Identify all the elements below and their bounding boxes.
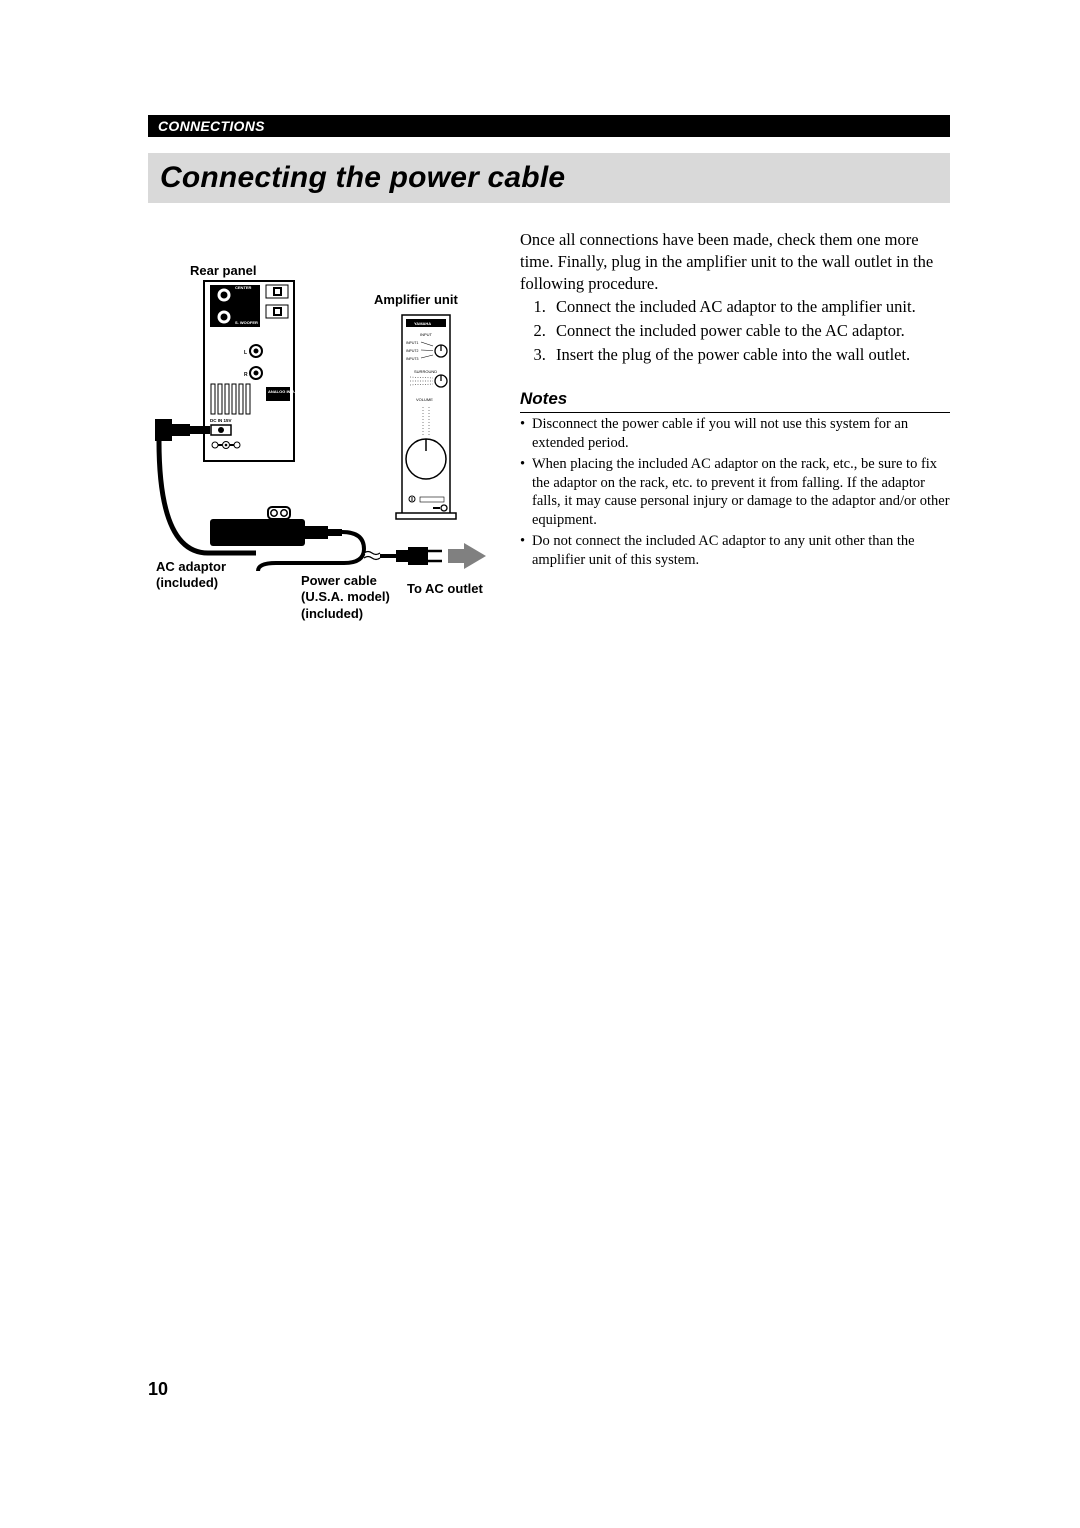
step-item: Connect the included AC adaptor to the a… <box>550 296 950 318</box>
notes-list: Disconnect the power cable if you will n… <box>520 415 950 569</box>
section-bar: CONNECTIONS <box>148 115 950 137</box>
text-column: Once all connections have been made, che… <box>520 229 950 649</box>
label-amplifier-unit: Amplifier unit <box>374 292 458 308</box>
svg-text:INPUT2: INPUT2 <box>406 349 419 353</box>
svg-text:R: R <box>244 372 248 378</box>
svg-text:SURROUND: SURROUND <box>414 369 437 374</box>
svg-text:VOLUME: VOLUME <box>416 397 433 402</box>
label-ac-adaptor: AC adaptor (included) <box>156 559 226 592</box>
diagram: Rear panel Amplifier unit AC adaptor (in… <box>148 229 492 649</box>
label-to-ac-outlet: To AC outlet <box>407 581 483 597</box>
label-rear-panel: Rear panel <box>190 263 256 279</box>
steps-list: Connect the included AC adaptor to the a… <box>520 296 950 365</box>
svg-text:YAMAHA: YAMAHA <box>414 321 431 326</box>
svg-text:INPUT1: INPUT1 <box>406 341 419 345</box>
amplifier-unit-icon: YAMAHA INPUT INPUT1 INPUT2 INPUT3 SURROU… <box>396 315 456 519</box>
notes-header: Notes <box>520 388 950 413</box>
note-item: When placing the included AC adaptor on … <box>520 455 950 529</box>
svg-text:INPUT3: INPUT3 <box>406 357 419 361</box>
step-item: Insert the plug of the power cable into … <box>550 344 950 366</box>
svg-text:CENTER: CENTER <box>235 285 252 290</box>
svg-text:INPUT: INPUT <box>420 332 433 337</box>
diagram-column: Rear panel Amplifier unit AC adaptor (in… <box>148 229 492 649</box>
label-power-cable: Power cable (U.S.A. model) (included) <box>301 573 390 622</box>
svg-text:S. WOOFER: S. WOOFER <box>235 320 258 325</box>
step-item: Connect the included power cable to the … <box>550 320 950 342</box>
title-bar: Connecting the power cable <box>148 153 950 203</box>
page-title: Connecting the power cable <box>160 161 938 195</box>
svg-text:ANALOG INPUTS: ANALOG INPUTS <box>268 389 301 394</box>
svg-text:L: L <box>244 350 247 356</box>
intro-text: Once all connections have been made, che… <box>520 229 950 294</box>
rear-panel-icon: CENTER S. WOOFER L R <box>204 281 301 461</box>
arrow-to-outlet-icon <box>448 543 486 569</box>
page-number: 10 <box>148 1379 168 1400</box>
note-item: Disconnect the power cable if you will n… <box>520 415 950 452</box>
content-row: Rear panel Amplifier unit AC adaptor (in… <box>148 229 950 649</box>
ac-adaptor-icon <box>210 507 305 546</box>
svg-text:DC IN 15V: DC IN 15V <box>210 418 232 423</box>
note-item: Do not connect the included AC adaptor t… <box>520 532 950 569</box>
